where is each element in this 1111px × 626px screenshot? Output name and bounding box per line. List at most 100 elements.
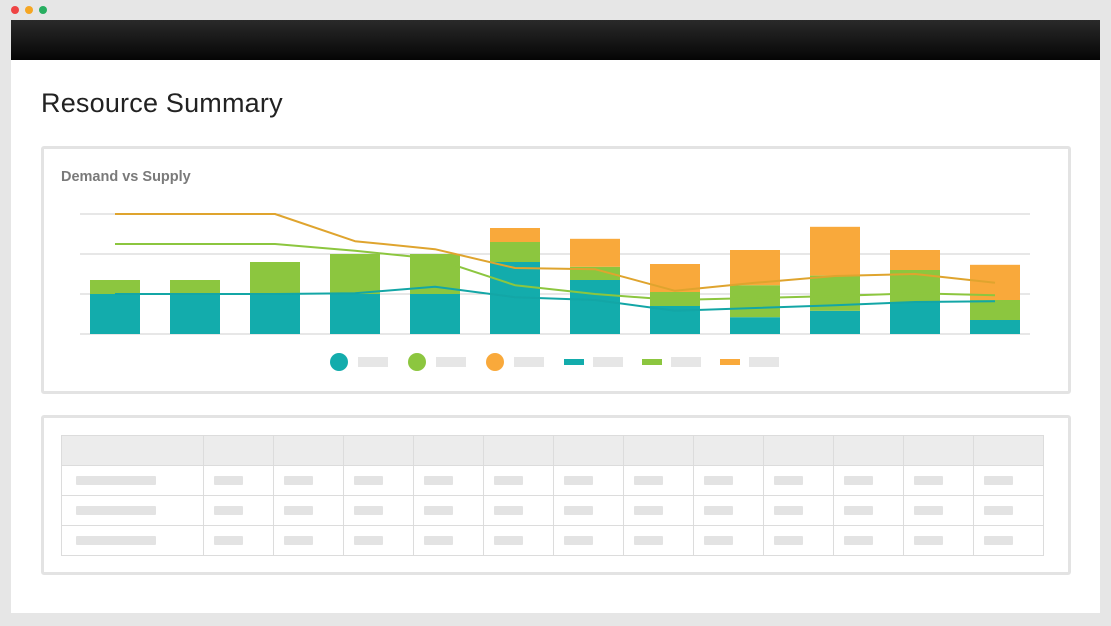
close-window-icon[interactable]	[11, 6, 19, 14]
placeholder-text	[76, 536, 156, 545]
bar-segment-teal-0	[90, 294, 140, 334]
legend-marker-green-bar	[408, 353, 426, 371]
table-cell	[833, 525, 904, 556]
bar-segment-green-5	[490, 242, 540, 262]
placeholder-text	[844, 536, 873, 545]
bar-segment-green-6	[570, 266, 620, 280]
placeholder-text	[564, 476, 593, 485]
placeholder-text	[284, 536, 313, 545]
table-cell	[483, 525, 554, 556]
table-cell	[343, 495, 414, 526]
placeholder-text	[774, 476, 803, 485]
bar-segment-teal-8	[730, 317, 780, 334]
legend-label-placeholder-1	[436, 357, 466, 367]
table-header-cell	[61, 435, 204, 466]
table-cell	[693, 525, 764, 556]
bar-segment-green-8	[730, 285, 780, 318]
series-line-line_green	[115, 243, 996, 301]
table-cell	[973, 525, 1044, 556]
placeholder-text	[774, 536, 803, 545]
table-header-cell	[693, 435, 764, 466]
placeholder-text	[284, 476, 313, 485]
placeholder-text	[844, 476, 873, 485]
placeholder-text	[774, 506, 803, 515]
table-cell	[273, 525, 344, 556]
table-cell	[903, 525, 974, 556]
table-cell	[61, 465, 204, 496]
demand-supply-chart	[80, 213, 1030, 371]
placeholder-text	[494, 536, 523, 545]
table-cell	[833, 465, 904, 496]
table-cell	[203, 525, 274, 556]
table-header-cell	[973, 435, 1044, 466]
bar-segment-teal-10	[890, 302, 940, 334]
table-header-cell	[343, 435, 414, 466]
table-cell	[833, 495, 904, 526]
placeholder-text	[564, 506, 593, 515]
summary-table-card	[41, 415, 1071, 575]
app-header-bar	[11, 20, 1100, 60]
table-header-cell	[623, 435, 694, 466]
placeholder-text	[76, 506, 156, 515]
table-header-cell	[203, 435, 274, 466]
legend-label-placeholder-2	[514, 357, 544, 367]
placeholder-text	[494, 506, 523, 515]
legend-marker-teal-line	[564, 359, 584, 365]
table-cell	[763, 465, 834, 496]
table-cell	[61, 495, 204, 526]
maximize-window-icon[interactable]	[39, 6, 47, 14]
legend-label-placeholder-4	[671, 357, 701, 367]
table-cell	[413, 465, 484, 496]
placeholder-text	[424, 506, 453, 515]
placeholder-text	[984, 476, 1013, 485]
table-row	[61, 465, 1044, 496]
placeholder-text	[704, 536, 733, 545]
legend-marker-orange-line	[720, 359, 740, 365]
placeholder-text	[76, 476, 156, 485]
minimize-window-icon[interactable]	[25, 6, 33, 14]
table-cell	[61, 525, 204, 556]
legend-marker-teal-bar	[330, 353, 348, 371]
table-cell	[903, 465, 974, 496]
placeholder-text	[634, 476, 663, 485]
table-cell	[623, 495, 694, 526]
table-header-cell	[413, 435, 484, 466]
bar-segment-orange-9	[810, 226, 860, 276]
bar-segment-orange-5	[490, 228, 540, 242]
bar-segment-teal-11	[970, 320, 1020, 334]
table-header-cell	[903, 435, 974, 466]
bar-segment-orange-6	[570, 238, 620, 267]
table-cell	[203, 495, 274, 526]
placeholder-text	[634, 536, 663, 545]
bar-segment-teal-6	[570, 280, 620, 334]
table-cell	[483, 495, 554, 526]
legend-label-placeholder-3	[593, 357, 623, 367]
table-row	[61, 525, 1044, 556]
summary-table	[61, 435, 1044, 556]
bar-segment-green-1	[170, 280, 220, 294]
legend-marker-green-line	[642, 359, 662, 365]
bar-segment-orange-7	[650, 264, 700, 292]
page-content: Resource Summary Demand vs Supply	[11, 60, 1100, 613]
placeholder-text	[354, 536, 383, 545]
table-cell	[693, 465, 764, 496]
bar-segment-teal-9	[810, 310, 860, 334]
table-header-cell	[553, 435, 624, 466]
table-cell	[623, 465, 694, 496]
placeholder-text	[214, 506, 243, 515]
placeholder-text	[634, 506, 663, 515]
placeholder-text	[284, 506, 313, 515]
table-cell	[763, 495, 834, 526]
placeholder-text	[914, 506, 943, 515]
table-cell	[273, 465, 344, 496]
placeholder-text	[844, 506, 873, 515]
bar-segment-teal-1	[170, 294, 220, 334]
bar-segment-green-0	[90, 280, 140, 294]
placeholder-text	[984, 506, 1013, 515]
placeholder-text	[494, 476, 523, 485]
table-cell	[693, 495, 764, 526]
placeholder-text	[704, 506, 733, 515]
table-header-cell	[833, 435, 904, 466]
table-cell	[343, 465, 414, 496]
table-cell	[763, 525, 834, 556]
